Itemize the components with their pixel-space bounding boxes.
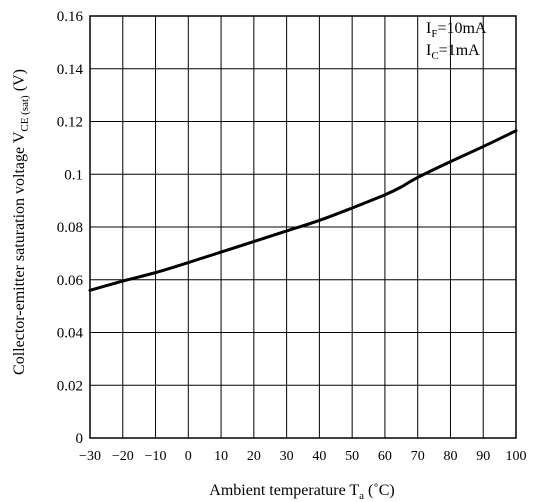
y-axis-label: Collector-emitter saturation voltage VCE… <box>11 69 31 375</box>
series-line <box>88 129 518 292</box>
x-tick-label: 70 <box>411 449 425 464</box>
annotation-ic: IC=1mA <box>426 42 480 62</box>
data-series <box>88 129 518 292</box>
x-axis-label-main: Ambient temperature T <box>209 482 359 499</box>
plot-frame <box>89 15 517 439</box>
x-tick-label: −20 <box>112 449 134 464</box>
y-axis-label-main: Collector-emitter saturation voltage V <box>11 131 28 375</box>
x-tick-label: 100 <box>506 449 527 464</box>
x-axis-label-tail: (˚C) <box>364 482 395 499</box>
x-tick-label: 90 <box>476 449 490 464</box>
x-tick-label: 40 <box>312 449 326 464</box>
y-axis-label-sub: CE (sat) <box>19 95 31 132</box>
x-tick-label: 60 <box>378 449 392 464</box>
y-tick-label: 0.06 <box>57 273 84 289</box>
annotation-if-main: I <box>426 20 431 37</box>
x-tick-label: 30 <box>280 449 294 464</box>
x-tick-label: 20 <box>247 449 261 464</box>
x-tick-label: −10 <box>145 449 167 464</box>
legend: IF=10mA IC=1mA <box>426 17 515 68</box>
y-tick-label: 0.08 <box>57 220 83 236</box>
y-tick-labels: 0 0.02 0.04 0.06 0.08 0.1 0.12 0.14 0.16 <box>57 9 84 447</box>
annotation-if-sub: F <box>431 28 437 40</box>
legend-box <box>484 17 515 68</box>
annotation-ic-main: I <box>426 42 431 59</box>
x-tick-label: 10 <box>214 449 228 464</box>
annotation-if: IF=10mA <box>426 20 487 40</box>
x-tick-label: 50 <box>345 449 359 464</box>
y-tick-label: 0.14 <box>57 62 84 78</box>
y-tick-label: 0.04 <box>57 326 84 342</box>
x-tick-labels: −30 −20 −10 0 10 20 30 40 50 60 70 80 90 100 <box>79 449 526 464</box>
x-axis-label: Ambient temperature Ta (˚C) <box>209 482 394 502</box>
x-axis-label-sub: a <box>359 490 364 502</box>
annotation-if-tail: =10mA <box>437 20 486 37</box>
y-tick-label: 0 <box>76 431 84 447</box>
y-tick-label: 0.02 <box>57 378 83 394</box>
annotation-ic-tail: =1mA <box>439 42 480 59</box>
y-tick-label: 0.16 <box>57 9 84 25</box>
y-tick-label: 0.12 <box>57 115 83 131</box>
y-axis-label-tail: (V) <box>11 69 28 95</box>
y-tick-label: 0.1 <box>64 167 83 183</box>
annotation-ic-sub: C <box>431 50 438 62</box>
x-tick-label: −30 <box>79 449 101 464</box>
x-tick-label: 0 <box>185 449 192 464</box>
x-tick-label: 80 <box>443 449 457 464</box>
